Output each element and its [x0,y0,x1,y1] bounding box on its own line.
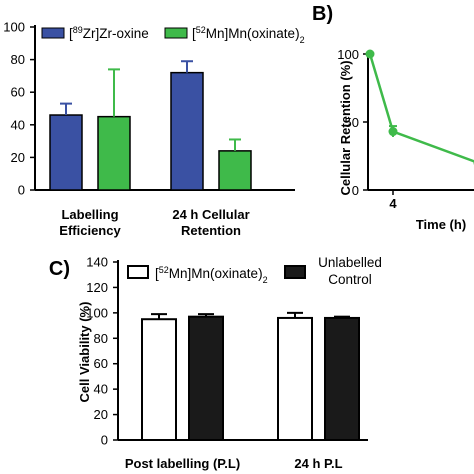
panel-c-y-tick-label: 120 [86,280,108,295]
panel-a-y-tick-label: 100 [3,20,25,35]
panel-b-series-line [368,53,474,163]
panel-c-legend-label: [52Mn]Mn(oxinate)2 [155,265,268,285]
panel-c-y-tick-label: 80 [94,331,108,346]
panel-a-category-label: Retention [181,223,241,238]
panel-c-legend-label: Control [328,272,372,287]
panel-b-line-chart: B) 0 50 100 4 Cellular Retention (%) Time (h) [312,3,474,232]
panel-c-bar [188,315,224,441]
panel-b-y-tick-label: 100 [337,47,359,62]
panel-a-legend-label: [52Mn]Mn(oxinate)2 [192,25,305,45]
panel-c-label: C) [49,258,70,280]
panel-a-y-tick-label: 80 [11,52,25,67]
panel-c-category-label: Post labelling (P.L) [125,456,240,471]
panel-a-y-tick-label: 0 [18,183,25,198]
panel-c-bar [141,318,177,442]
panel-a-legend-label: [89Zr]Zr-oxine [69,25,149,41]
panel-a-y-tick-label: 40 [11,117,25,132]
panel-b-x-axis-label: Time (h) [416,217,466,232]
panel-c-y-tick-label: 140 [86,255,108,270]
panel-a-legend-swatch [164,27,188,39]
panel-b-data-point [388,127,398,137]
panel-c-y-tick-label: 100 [86,305,108,320]
panel-c-legend-swatch [127,265,149,279]
panel-a-category-label: 24 h Cellular [172,207,249,222]
panel-c-y-axis-label: Cell Viability (%) [77,302,92,403]
panel-a-bar [49,114,83,191]
panel-c-legend-label: Unlabelled [318,255,382,270]
panel-a-category-label: Efficiency [59,223,121,238]
panel-c-y-tick-label: 20 [94,407,108,422]
panel-c-y-tick-label: 0 [101,433,108,448]
panel-b-label: B) [312,3,333,25]
panel-a-y-tick-label: 60 [11,85,25,100]
panel-a-bar [170,71,204,191]
panel-c-bar [324,316,360,442]
panel-c-legend-swatch [284,265,306,279]
panel-b-y-tick-label: 0 [352,183,359,198]
panel-a-y-tick-label: 20 [11,150,25,165]
panel-c-y-tick-label: 40 [94,382,108,397]
panel-a-bar [218,150,252,191]
panel-b-x-tick-label: 4 [389,196,397,211]
panel-b-data-point [365,49,375,59]
panel-b-y-axis-label: Cellular Retention (%) [338,60,353,195]
panel-c-category-label: 24 h P.L [294,456,342,471]
panel-a-category-label: Labelling [61,207,118,222]
panel-c-bar-chart: C) 0 20 40 60 80 100 120 140 Post labelling (P.L)… [49,255,382,472]
panel-c-bar [277,316,313,442]
panel-a-bar [97,115,131,191]
panel-a-legend-swatch [41,27,65,39]
panel-b-y-tick-label: 50 [345,115,359,130]
panel-c-y-tick-label: 60 [94,356,108,371]
